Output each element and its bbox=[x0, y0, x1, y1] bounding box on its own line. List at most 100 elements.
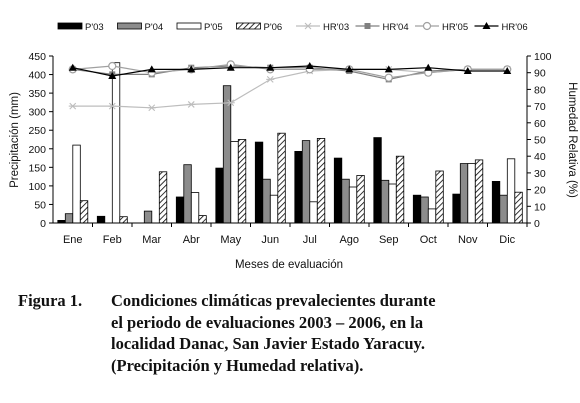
precip-bar bbox=[309, 201, 318, 224]
y-left-tick-label: 400 bbox=[28, 70, 46, 82]
legend-label: HR'06 bbox=[502, 22, 528, 33]
hr-marker bbox=[187, 65, 196, 73]
x-tick-label: Nov bbox=[458, 234, 478, 246]
caption-line: Condiciones climáticas prevalecientes du… bbox=[111, 291, 436, 310]
precip-bar bbox=[474, 159, 484, 224]
legend-item: HR'06 bbox=[474, 22, 528, 33]
hr-line bbox=[72, 63, 508, 79]
x-tick-label: Abr bbox=[183, 234, 200, 246]
y-left-tick-label: 50 bbox=[34, 199, 46, 211]
hr-marker bbox=[266, 75, 275, 83]
precip-bar bbox=[356, 175, 365, 224]
precip-bar bbox=[262, 178, 271, 224]
x-tick-label: May bbox=[220, 234, 241, 246]
x-tick-label: Mar bbox=[142, 234, 161, 246]
legend-swatch bbox=[236, 22, 261, 30]
precip-bar bbox=[514, 191, 523, 224]
x-tick-label: Feb bbox=[103, 234, 122, 246]
y-left-tick-label: 200 bbox=[28, 144, 46, 156]
hr-marker bbox=[503, 67, 512, 75]
x-tick-label: Jul bbox=[303, 234, 317, 246]
precip-bar bbox=[111, 62, 121, 224]
hr-marker bbox=[108, 72, 117, 80]
y-right-tick-label: 80 bbox=[534, 84, 546, 96]
hr-line bbox=[72, 65, 508, 77]
legend-label: HR'03 bbox=[323, 22, 349, 33]
precip-bar bbox=[388, 183, 397, 224]
hr-marker bbox=[187, 101, 196, 108]
y-right-tick-label: 100 bbox=[534, 51, 552, 63]
hr-marker bbox=[108, 102, 117, 110]
hr-marker bbox=[424, 63, 433, 71]
hr-line bbox=[72, 65, 508, 81]
x-tick-label: Ene bbox=[63, 234, 83, 246]
legend-label: HR'04 bbox=[383, 22, 409, 33]
hr-marker bbox=[68, 63, 77, 71]
legend-label: P'06 bbox=[264, 22, 283, 33]
caption-line: (Precipitación y Humedad relativa). bbox=[111, 355, 364, 375]
hr-marker bbox=[364, 23, 371, 29]
hr-marker bbox=[384, 65, 393, 73]
chart-axes: 0 50 100 150 200 250 300 350 400 450 0 10 20 30 40 50 60… bbox=[28, 51, 551, 246]
precip-bar bbox=[506, 158, 516, 224]
precip-bar bbox=[294, 150, 303, 224]
legend-label: HR'05 bbox=[442, 22, 468, 33]
precip-bar bbox=[222, 85, 232, 224]
precip-bar bbox=[215, 167, 224, 224]
x-axis-title: Meses de evaluación bbox=[235, 259, 343, 271]
precip-bar bbox=[277, 132, 286, 224]
precip-bar bbox=[301, 140, 311, 224]
legend-swatch bbox=[176, 22, 202, 30]
precip-bar bbox=[341, 178, 350, 224]
climate-chart: P'03 P'04 P'05 P'06 HR'03 HR'04 HR'05 HR'06 0 50… bbox=[9, 21, 578, 271]
precip-bar bbox=[412, 194, 422, 224]
precip-bar bbox=[254, 141, 264, 224]
x-tick-label: Dic bbox=[499, 234, 515, 246]
precip-bar bbox=[79, 200, 89, 224]
precip-bar bbox=[230, 140, 239, 224]
precip-bar bbox=[72, 144, 81, 224]
y-left-tick-label: 300 bbox=[28, 107, 46, 119]
y-left-tick-label: 150 bbox=[28, 162, 46, 174]
legend-item: P'06 bbox=[236, 22, 283, 33]
precip-bar bbox=[348, 186, 358, 224]
y-right-tick-label: 20 bbox=[534, 185, 546, 197]
precip-bar bbox=[373, 137, 382, 224]
precip-bar bbox=[452, 193, 461, 224]
precipitation-bars bbox=[57, 62, 523, 224]
y-right-tick-label: 0 bbox=[534, 218, 540, 230]
y-right-tick-label: 60 bbox=[534, 118, 546, 130]
caption-line: localidad Danac, San Javier Estado Yarac… bbox=[111, 334, 425, 353]
y-right-tick-label: 30 bbox=[534, 168, 546, 180]
precip-bar bbox=[190, 192, 200, 224]
hr-marker bbox=[266, 63, 275, 71]
hr-marker bbox=[68, 102, 77, 110]
legend-label: P'04 bbox=[145, 22, 164, 33]
precip-bar bbox=[420, 196, 429, 224]
hr-marker bbox=[147, 104, 156, 112]
legend-item: HR'05 bbox=[415, 21, 468, 33]
hr-marker bbox=[108, 61, 117, 71]
hr-marker bbox=[463, 67, 472, 75]
hr-marker bbox=[147, 65, 156, 73]
y-left-tick-label: 250 bbox=[28, 125, 46, 137]
y-right-tick-label: 90 bbox=[534, 68, 546, 80]
y-right-tick-label: 70 bbox=[534, 101, 546, 113]
humidity-lines bbox=[68, 60, 512, 112]
precip-bar bbox=[143, 210, 153, 224]
precip-bar bbox=[316, 137, 326, 224]
precip-bar bbox=[435, 170, 444, 224]
y-left-tick-label: 450 bbox=[28, 51, 46, 63]
y-left-tick-label: 0 bbox=[40, 218, 46, 230]
legend-item: HR'03 bbox=[296, 22, 349, 33]
precip-bar bbox=[198, 215, 207, 224]
hr-marker bbox=[304, 22, 312, 30]
hr-marker bbox=[384, 73, 393, 82]
hr-marker bbox=[226, 63, 235, 71]
precip-bar bbox=[96, 215, 106, 224]
x-tick-label: Sep bbox=[379, 234, 399, 246]
legend-item: P'05 bbox=[176, 22, 223, 33]
precip-bar bbox=[380, 179, 390, 224]
x-tick-label: Oct bbox=[420, 234, 437, 246]
y-right-tick-label: 40 bbox=[534, 151, 546, 163]
